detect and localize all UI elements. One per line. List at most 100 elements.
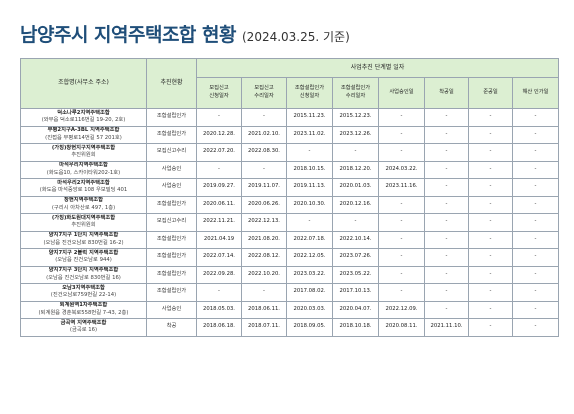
date-cell: 2020.03.03. <box>286 300 333 319</box>
union-address: 추진위원회 <box>71 152 96 159</box>
header-stage-6: 착공일 <box>424 77 469 109</box>
date-cell: - <box>378 230 425 249</box>
page-subtitle: (2024.03.25. 기준) <box>242 30 350 44</box>
date-cell: - <box>424 300 469 319</box>
header-status: 추진현황 <box>146 58 197 109</box>
status-cell: 조합설립인가 <box>146 125 197 144</box>
date-cell: - <box>378 248 425 267</box>
date-cell: 2022.08.12. <box>241 248 287 267</box>
union-address: (진건오남로759번길 22-14) <box>50 292 117 299</box>
date-cell: - <box>378 125 425 144</box>
table-row: 덕소나루2지역주택조합 (와부읍 덕소로116번길 19-20, 2호) 조합설립인… <box>20 108 559 127</box>
date-cell: 2020.10.30. <box>286 195 333 214</box>
date-cell: 2015.11.23. <box>286 108 333 127</box>
date-cell: 2019.09.27. <box>196 178 242 197</box>
table-row: 양지7지구 3단지 지역주택조합 (오남읍 진건오남로 830번길 16) 조합설립… <box>20 265 559 284</box>
date-cell: - <box>512 248 559 267</box>
union-address: (오남읍 진건오남로 830번길 16) <box>46 274 121 281</box>
date-cell: 2021.02.10. <box>241 125 287 144</box>
union-name: 마석우리지역주택조합 <box>59 162 108 169</box>
union-name: 오남3지역주택조합 <box>62 284 105 291</box>
date-cell: 2018.09.05. <box>286 318 333 337</box>
union-name-cell: (가칭)화도원대지역주택조합 추진위원회 <box>20 213 147 232</box>
status-cell: 사업승인 <box>146 300 197 319</box>
date-cell: - <box>424 108 469 127</box>
date-cell: 2018.12.20. <box>332 160 379 179</box>
date-cell: - <box>286 213 333 232</box>
date-cell: - <box>468 213 513 232</box>
date-cell: - <box>196 283 242 302</box>
date-cell: - <box>241 283 287 302</box>
housing-union-table: 조합명(사무소 주소) 추진현황 사업추진 단계별 일자 모집신고 신청일자 모집… <box>20 58 559 337</box>
table-row: 퇴계원역1차주택조합 (퇴계원읍 경춘북로558번길 7-43, 2층) 사업승인 2… <box>20 300 559 319</box>
table-row: (가칭)화도원대지역주택조합 추진위원회 모집신고수리 2022.11.21. 2022… <box>20 213 559 232</box>
date-cell: 2022.12.09. <box>378 300 425 319</box>
header-stage-1: 모집신고 신청일자 <box>196 77 242 109</box>
date-cell: - <box>424 248 469 267</box>
date-cell: 2021.04.19 <box>196 230 242 249</box>
union-name: 금곡역 지역주택조합 <box>60 319 107 326</box>
union-name-cell: 마석우리지역주택조합 (화도읍10, 스카이타워202-1호) <box>20 160 147 179</box>
union-name: 부평2지구A-3BL 지역주택조합 <box>47 127 120 134</box>
date-cell: 2020.12.28. <box>196 125 242 144</box>
union-name: 양지7지구 3단지 지역주택조합 <box>48 267 119 274</box>
date-cell: 2020.06.26. <box>241 195 287 214</box>
union-name-cell: 금곡역 지역주택조합 (금곡로 16) <box>20 318 147 337</box>
date-cell: 2022.10.14. <box>332 230 379 249</box>
date-cell: - <box>241 108 287 127</box>
union-address: (화도읍 마석중앙로 108 우보빌딩 401 <box>39 187 128 194</box>
date-cell: 2018.10.18. <box>332 318 379 337</box>
union-name-cell: 양지7지구 1단지 지역주택조합 (오남읍 진건오남로 830번길 16-2) <box>20 230 147 249</box>
date-cell: 2020.01.03. <box>332 178 379 197</box>
date-cell: - <box>468 160 513 179</box>
date-cell: - <box>196 108 242 127</box>
date-cell: 2023.05.22. <box>332 265 379 284</box>
date-cell: - <box>512 108 559 127</box>
date-cell: - <box>424 160 469 179</box>
status-cell: 모집신고수리 <box>146 213 197 232</box>
union-name: 창현지역주택조합 <box>64 197 103 204</box>
table-row: 마석우리2지역주택조합 (화도읍 마석중앙로 108 우보빌딩 401 사업승인 20… <box>20 178 559 197</box>
date-cell: 2022.07.20. <box>196 143 242 162</box>
date-cell: - <box>512 213 559 232</box>
status-cell: 조합설립인가 <box>146 108 197 127</box>
date-cell: - <box>286 143 333 162</box>
union-address: (화도읍10, 스카이타워202-1호) <box>46 169 121 176</box>
union-name-cell: 양지7지구 2블럭 지역주택조합 (오남읍 진건오남로 944) <box>20 248 147 267</box>
date-cell: - <box>332 143 379 162</box>
date-cell: 2019.11.07. <box>241 178 287 197</box>
date-cell: 2015.12.23. <box>332 108 379 127</box>
date-cell: 2024.03.22. <box>378 160 425 179</box>
header-stage-3: 조합설립인가 신청일자 <box>286 77 333 109</box>
date-cell: 2017.10.13. <box>332 283 379 302</box>
date-cell: - <box>512 160 559 179</box>
union-name-cell: (가칭)창현지구지역주택조합 추진위원회 <box>20 143 147 162</box>
date-cell: - <box>378 143 425 162</box>
date-cell: - <box>468 143 513 162</box>
date-cell: 2017.08.02. <box>286 283 333 302</box>
union-address: (구리시 아차산로 497, 1층) <box>51 204 116 211</box>
date-cell: 2023.07.26. <box>332 248 379 267</box>
union-address: (진접읍 부평로14번길 57 201호) <box>45 134 122 141</box>
date-cell: - <box>196 160 242 179</box>
date-cell: - <box>512 178 559 197</box>
union-address: (오남읍 진건오남로 944) <box>55 257 112 264</box>
date-cell: - <box>512 195 559 214</box>
date-cell: - <box>468 318 513 337</box>
union-name: 양지7지구 1단지 지역주택조합 <box>48 232 119 239</box>
union-address: 추진위원회 <box>71 222 96 229</box>
date-cell: - <box>332 213 379 232</box>
status-cell: 조합설립인가 <box>146 283 197 302</box>
date-cell: 2022.08.30. <box>241 143 287 162</box>
union-name: (가칭)화도원대지역주택조합 <box>51 214 116 221</box>
date-cell: - <box>468 108 513 127</box>
table-row: 양지7지구 1단지 지역주택조합 (오남읍 진건오남로 830번길 16-2) 조합… <box>20 230 559 249</box>
union-name: 퇴계원역1차주택조합 <box>59 302 108 309</box>
union-name: 마석우리2지역주택조합 <box>57 179 110 186</box>
date-cell: 2018.05.03. <box>196 300 242 319</box>
date-cell: - <box>512 143 559 162</box>
date-cell: 2020.04.07. <box>332 300 379 319</box>
date-cell: - <box>378 195 425 214</box>
date-cell: - <box>468 248 513 267</box>
date-cell: 2021.08.20. <box>241 230 287 249</box>
